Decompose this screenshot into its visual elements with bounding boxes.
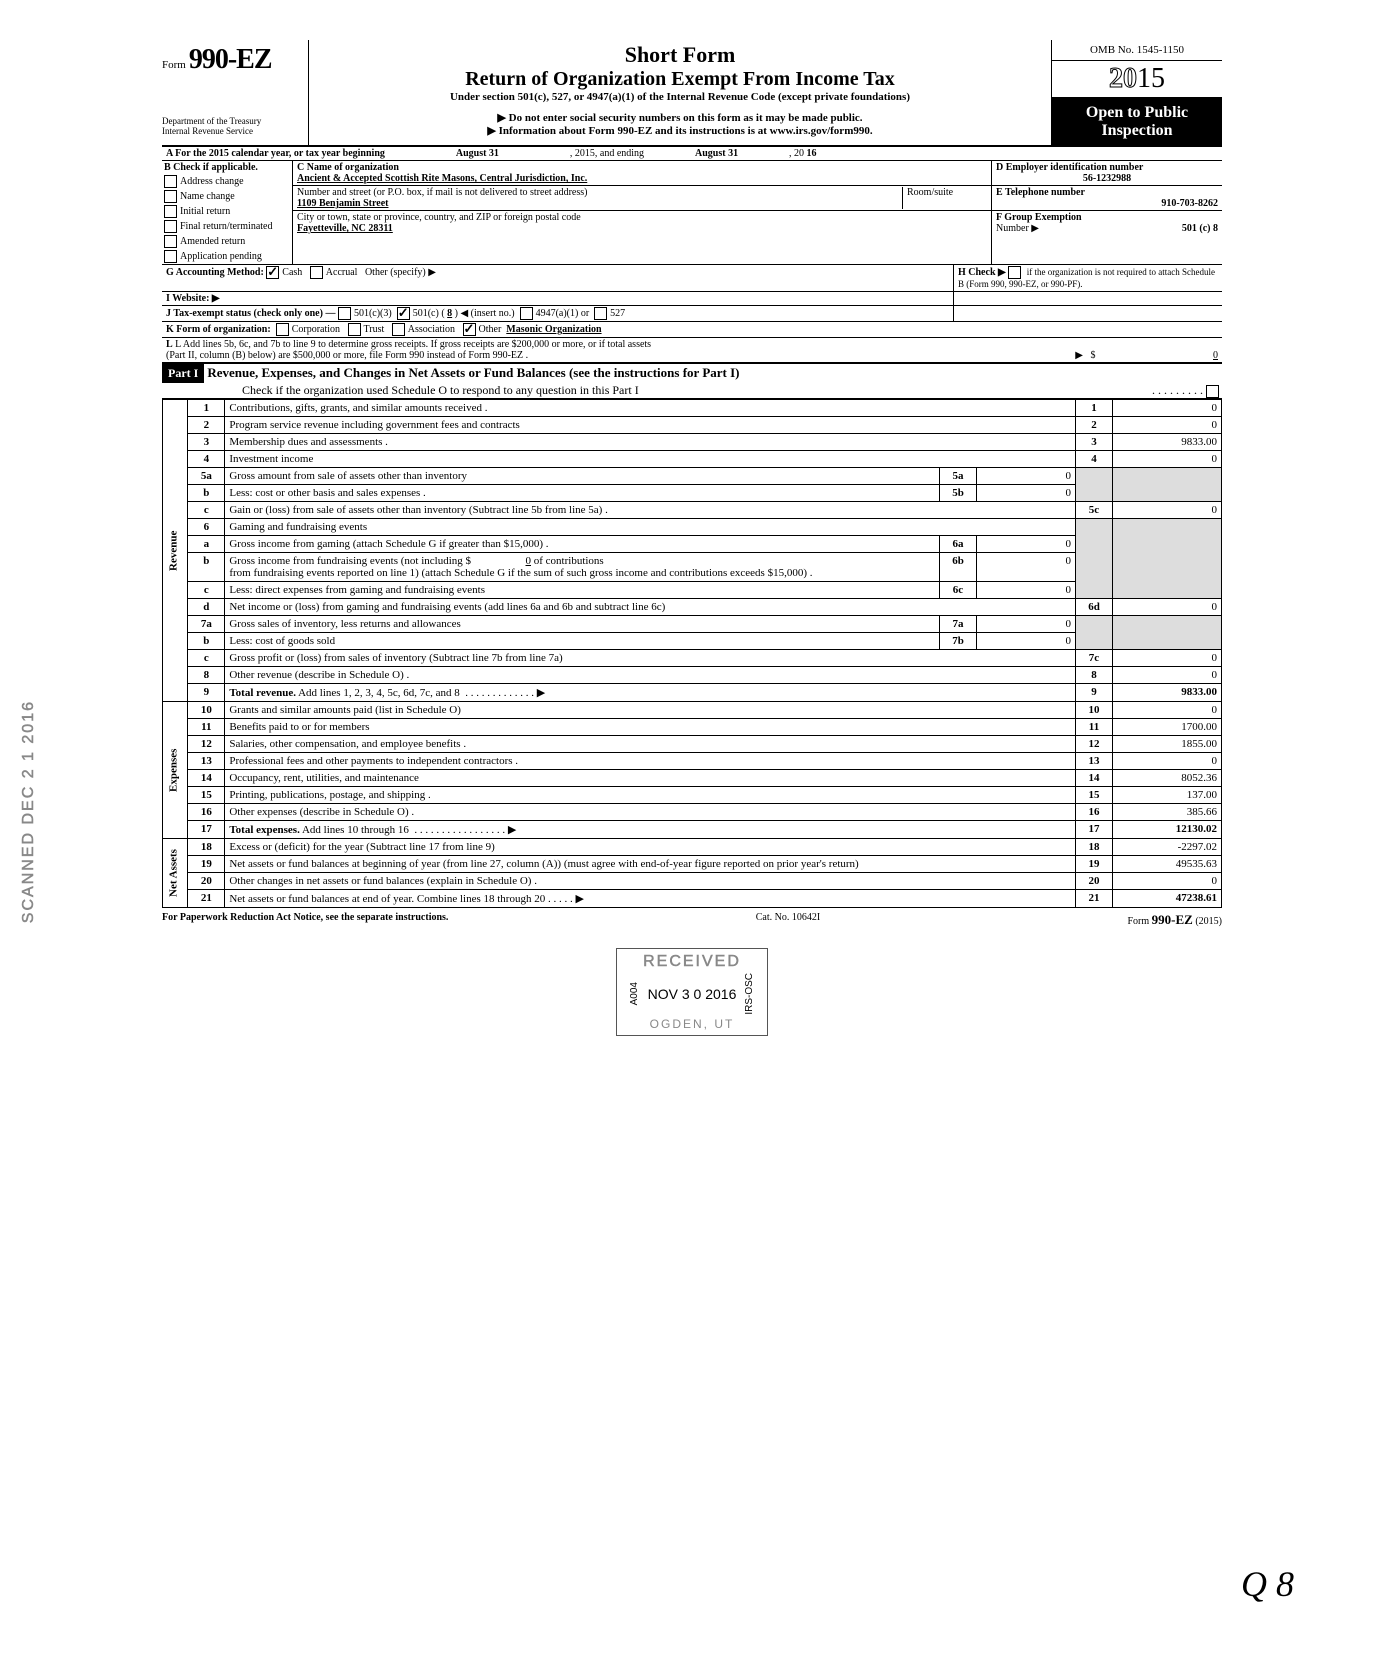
chk-cash[interactable] bbox=[266, 266, 279, 279]
line-17: 17Total expenses. Add lines 10 through 1… bbox=[163, 821, 1222, 839]
chk-application-pending[interactable] bbox=[164, 250, 177, 263]
line-5b: bLess: cost or other basis and sales exp… bbox=[163, 485, 1222, 502]
line-6: 6Gaming and fundraising events bbox=[163, 519, 1222, 536]
line-7b: bLess: cost of goods sold7b0 bbox=[163, 633, 1222, 650]
line-15: 15Printing, publications, postage, and s… bbox=[163, 787, 1222, 804]
line-J: J Tax-exempt status (check only one) — 5… bbox=[162, 306, 1222, 322]
tax-year: 2015 bbox=[1052, 61, 1222, 98]
chk-address-change[interactable] bbox=[164, 175, 177, 188]
line-11: 11Benefits paid to or for members111700.… bbox=[163, 719, 1222, 736]
line-12: 12Salaries, other compensation, and empl… bbox=[163, 736, 1222, 753]
line-7a: 7aGross sales of inventory, less returns… bbox=[163, 616, 1222, 633]
lines-table: Revenue 1Contributions, gifts, grants, a… bbox=[162, 399, 1222, 908]
line-7c: cGross profit or (loss) from sales of in… bbox=[163, 650, 1222, 667]
line-20: 20Other changes in net assets or fund ba… bbox=[163, 873, 1222, 890]
initials-signature: Q 8 bbox=[1241, 1563, 1294, 1605]
line-L: L L Add lines 5b, 6c, and 7b to line 9 t… bbox=[162, 338, 1222, 364]
section-B: B Check if applicable. Address change Na… bbox=[162, 161, 293, 264]
line-1: Revenue 1Contributions, gifts, grants, a… bbox=[163, 400, 1222, 417]
page-footer: For Paperwork Reduction Act Notice, see … bbox=[162, 908, 1222, 928]
line-10: Expenses 10Grants and similar amounts pa… bbox=[163, 702, 1222, 719]
form-page: Form 990-EZ Department of the Treasury I… bbox=[162, 40, 1222, 1036]
dept-line2: Internal Revenue Service bbox=[162, 126, 302, 136]
section-DEF: D Employer identification number 56-1232… bbox=[991, 161, 1222, 264]
ein: 56-1232988 bbox=[996, 173, 1218, 184]
received-stamp: RECEIVED A004 NOV 3 0 2016 IRS-OSC OGDEN… bbox=[162, 948, 1222, 1036]
info-about: ▶ Information about Form 990-EZ and its … bbox=[315, 124, 1045, 137]
line-G-H: G Accounting Method: Cash Accrual Other … bbox=[162, 265, 1222, 292]
group-exemption: 501 (c) 8 bbox=[1182, 223, 1218, 234]
line-I: I Website: ▶ bbox=[162, 292, 1222, 306]
return-title: Return of Organization Exempt From Incom… bbox=[315, 68, 1045, 91]
city: Fayetteville, NC 28311 bbox=[297, 223, 393, 234]
street: 1109 Benjamin Street bbox=[297, 198, 388, 209]
form-prefix: Form bbox=[162, 59, 186, 71]
chk-amended-return[interactable] bbox=[164, 235, 177, 248]
line-5a: 5aGross amount from sale of assets other… bbox=[163, 468, 1222, 485]
line-18: Net Assets 18Excess or (deficit) for the… bbox=[163, 839, 1222, 856]
chk-trust[interactable] bbox=[348, 323, 361, 336]
chk-527[interactable] bbox=[594, 307, 607, 320]
org-name: Ancient & Accepted Scottish Rite Masons,… bbox=[297, 173, 587, 184]
line-5c: cGain or (loss) from sale of assets othe… bbox=[163, 502, 1222, 519]
open-to-public: Open to PublicInspection bbox=[1052, 98, 1222, 145]
line-21: 21Net assets or fund balances at end of … bbox=[163, 890, 1222, 908]
line-6c: cLess: direct expenses from gaming and f… bbox=[163, 582, 1222, 599]
short-form-title: Short Form bbox=[315, 42, 1045, 68]
under-section: Under section 501(c), 527, or 4947(a)(1)… bbox=[315, 91, 1045, 103]
form-header: Form 990-EZ Department of the Treasury I… bbox=[162, 40, 1222, 147]
chk-accrual[interactable] bbox=[310, 266, 323, 279]
chk-4947[interactable] bbox=[520, 307, 533, 320]
line-6a: aGross income from gaming (attach Schedu… bbox=[163, 536, 1222, 553]
chk-initial-return[interactable] bbox=[164, 205, 177, 218]
do-not-enter: ▶ Do not enter social security numbers o… bbox=[315, 111, 1045, 124]
omb-number: OMB No. 1545-1150 bbox=[1052, 40, 1222, 61]
part1-header: Part I Revenue, Expenses, and Changes in… bbox=[162, 364, 1222, 399]
gross-receipts: 0 bbox=[1098, 350, 1218, 361]
line-16: 16Other expenses (describe in Schedule O… bbox=[163, 804, 1222, 821]
chk-501c-other[interactable] bbox=[397, 307, 410, 320]
header-info-block: B Check if applicable. Address change Na… bbox=[162, 161, 1222, 265]
line-K: K Form of organization: Corporation Trus… bbox=[162, 322, 1222, 338]
chk-schedule-o-part1[interactable] bbox=[1206, 385, 1219, 398]
chk-schedule-b[interactable] bbox=[1008, 266, 1021, 279]
chk-assoc[interactable] bbox=[392, 323, 405, 336]
line-19: 19Net assets or fund balances at beginni… bbox=[163, 856, 1222, 873]
line-6b: bGross income from fundraising events (n… bbox=[163, 553, 1222, 582]
scanned-side-stamp: SCANNED DEC 2 1 2016 bbox=[20, 700, 38, 923]
chk-other-org[interactable] bbox=[463, 323, 476, 336]
line-2: 2Program service revenue including gover… bbox=[163, 417, 1222, 434]
phone: 910-703-8262 bbox=[996, 198, 1218, 209]
chk-corp[interactable] bbox=[276, 323, 289, 336]
section-C: C Name of organization Ancient & Accepte… bbox=[293, 161, 991, 264]
dept-line1: Department of the Treasury bbox=[162, 116, 302, 126]
line-A: A For the 2015 calendar year, or tax yea… bbox=[162, 147, 1222, 161]
line-9: 9Total revenue. Add lines 1, 2, 3, 4, 5c… bbox=[163, 684, 1222, 702]
chk-final-return[interactable] bbox=[164, 220, 177, 233]
line-14: 14Occupancy, rent, utilities, and mainte… bbox=[163, 770, 1222, 787]
chk-501c3[interactable] bbox=[338, 307, 351, 320]
line-6d: dNet income or (loss) from gaming and fu… bbox=[163, 599, 1222, 616]
line-8: 8Other revenue (describe in Schedule O) … bbox=[163, 667, 1222, 684]
org-type-other: Masonic Organization bbox=[506, 324, 601, 335]
line-4: 4Investment income40 bbox=[163, 451, 1222, 468]
form-number: 990-EZ bbox=[189, 44, 272, 75]
line-13: 13Professional fees and other payments t… bbox=[163, 753, 1222, 770]
chk-name-change[interactable] bbox=[164, 190, 177, 203]
line-3: 3Membership dues and assessments .39833.… bbox=[163, 434, 1222, 451]
